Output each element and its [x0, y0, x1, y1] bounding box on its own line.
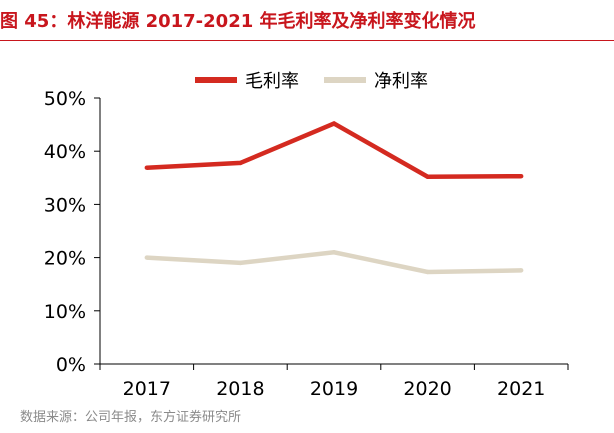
x-tick-label: 2021: [497, 378, 545, 400]
x-tick-label: 2020: [403, 378, 451, 400]
data-point-gross-margin: [238, 160, 243, 166]
data-point-gross-margin: [425, 174, 430, 179]
series-line-net-margin: [146, 250, 522, 275]
data-point-net-margin: [331, 250, 337, 255]
source-note: 数据来源：公司年报，东方证券研究所: [20, 410, 242, 425]
data-point-gross-margin: [519, 174, 524, 179]
legend-label-gross-margin: 毛利率: [245, 71, 299, 92]
series-line-gross-margin: [146, 121, 522, 179]
y-tick-label: 40%: [44, 141, 86, 163]
line-chart: 毛利率 净利率 0% 10% 20% 30% 40% 50% 2017 2018 2019 202…: [44, 71, 569, 400]
data-point-gross-margin: [144, 165, 149, 170]
legend-label-net-margin: 净利率: [374, 71, 428, 92]
data-point-net-margin: [144, 255, 149, 260]
data-point-net-margin: [519, 268, 524, 273]
x-tick-label: 2018: [216, 378, 264, 400]
y-tick-label: 20%: [44, 248, 86, 270]
y-tick-label: 30%: [44, 194, 86, 216]
series-layer: [144, 121, 524, 275]
data-point-net-margin: [238, 260, 243, 266]
x-tick-label: 2017: [123, 378, 171, 400]
x-tick-label: 2019: [310, 378, 358, 400]
data-point-net-margin: [425, 269, 430, 275]
y-tick-label: 0%: [56, 354, 86, 376]
y-tick-label: 10%: [44, 301, 86, 323]
figure-title: 图 45：林洋能源 2017-2021 年毛利率及净利率变化情况: [0, 11, 476, 32]
legend: 毛利率 净利率: [195, 71, 428, 92]
title-divider: [0, 40, 614, 41]
y-tick-label: 50%: [44, 88, 86, 110]
axes: 0% 10% 20% 30% 40% 50% 2017 2018 2019 2020 2021: [44, 88, 569, 400]
data-point-gross-margin: [331, 121, 337, 126]
